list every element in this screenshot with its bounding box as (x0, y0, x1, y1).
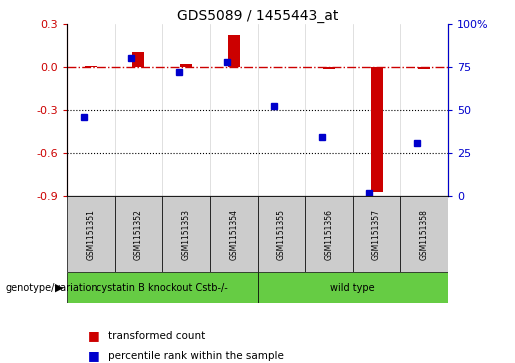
Text: wild type: wild type (331, 283, 375, 293)
Bar (401, 196, 448, 272)
Text: GSM1151351: GSM1151351 (87, 209, 95, 260)
Bar (132, 52, 144, 67)
Text: ▶: ▶ (55, 283, 64, 293)
Bar (305, 196, 353, 272)
Bar (85, 66, 97, 67)
Text: GSM1151358: GSM1151358 (420, 209, 428, 260)
Text: cystatin B knockout Cstb-/-: cystatin B knockout Cstb-/- (96, 283, 228, 293)
Text: genotype/variation: genotype/variation (5, 283, 98, 293)
Bar (418, 67, 430, 69)
Bar (114, 196, 162, 272)
Text: GSM1151352: GSM1151352 (134, 209, 143, 260)
Text: GSM1151354: GSM1151354 (229, 209, 238, 260)
Text: percentile rank within the sample: percentile rank within the sample (108, 351, 284, 361)
Bar (180, 64, 192, 67)
Text: GSM1151356: GSM1151356 (324, 209, 333, 260)
Bar (67, 196, 115, 272)
Bar (258, 272, 448, 303)
Text: transformed count: transformed count (108, 331, 205, 341)
Bar (258, 196, 305, 272)
Bar (353, 196, 401, 272)
Bar (371, 67, 383, 192)
Bar (162, 196, 210, 272)
Bar (67, 272, 258, 303)
Text: GSM1151353: GSM1151353 (182, 209, 191, 260)
Text: ■: ■ (88, 329, 99, 342)
Text: GSM1151355: GSM1151355 (277, 209, 286, 260)
Bar (276, 67, 287, 68)
Bar (323, 67, 335, 69)
Text: GDS5089 / 1455443_at: GDS5089 / 1455443_at (177, 9, 338, 23)
Bar (228, 35, 239, 67)
Bar (210, 196, 258, 272)
Text: ■: ■ (88, 349, 99, 362)
Text: GSM1151357: GSM1151357 (372, 209, 381, 260)
